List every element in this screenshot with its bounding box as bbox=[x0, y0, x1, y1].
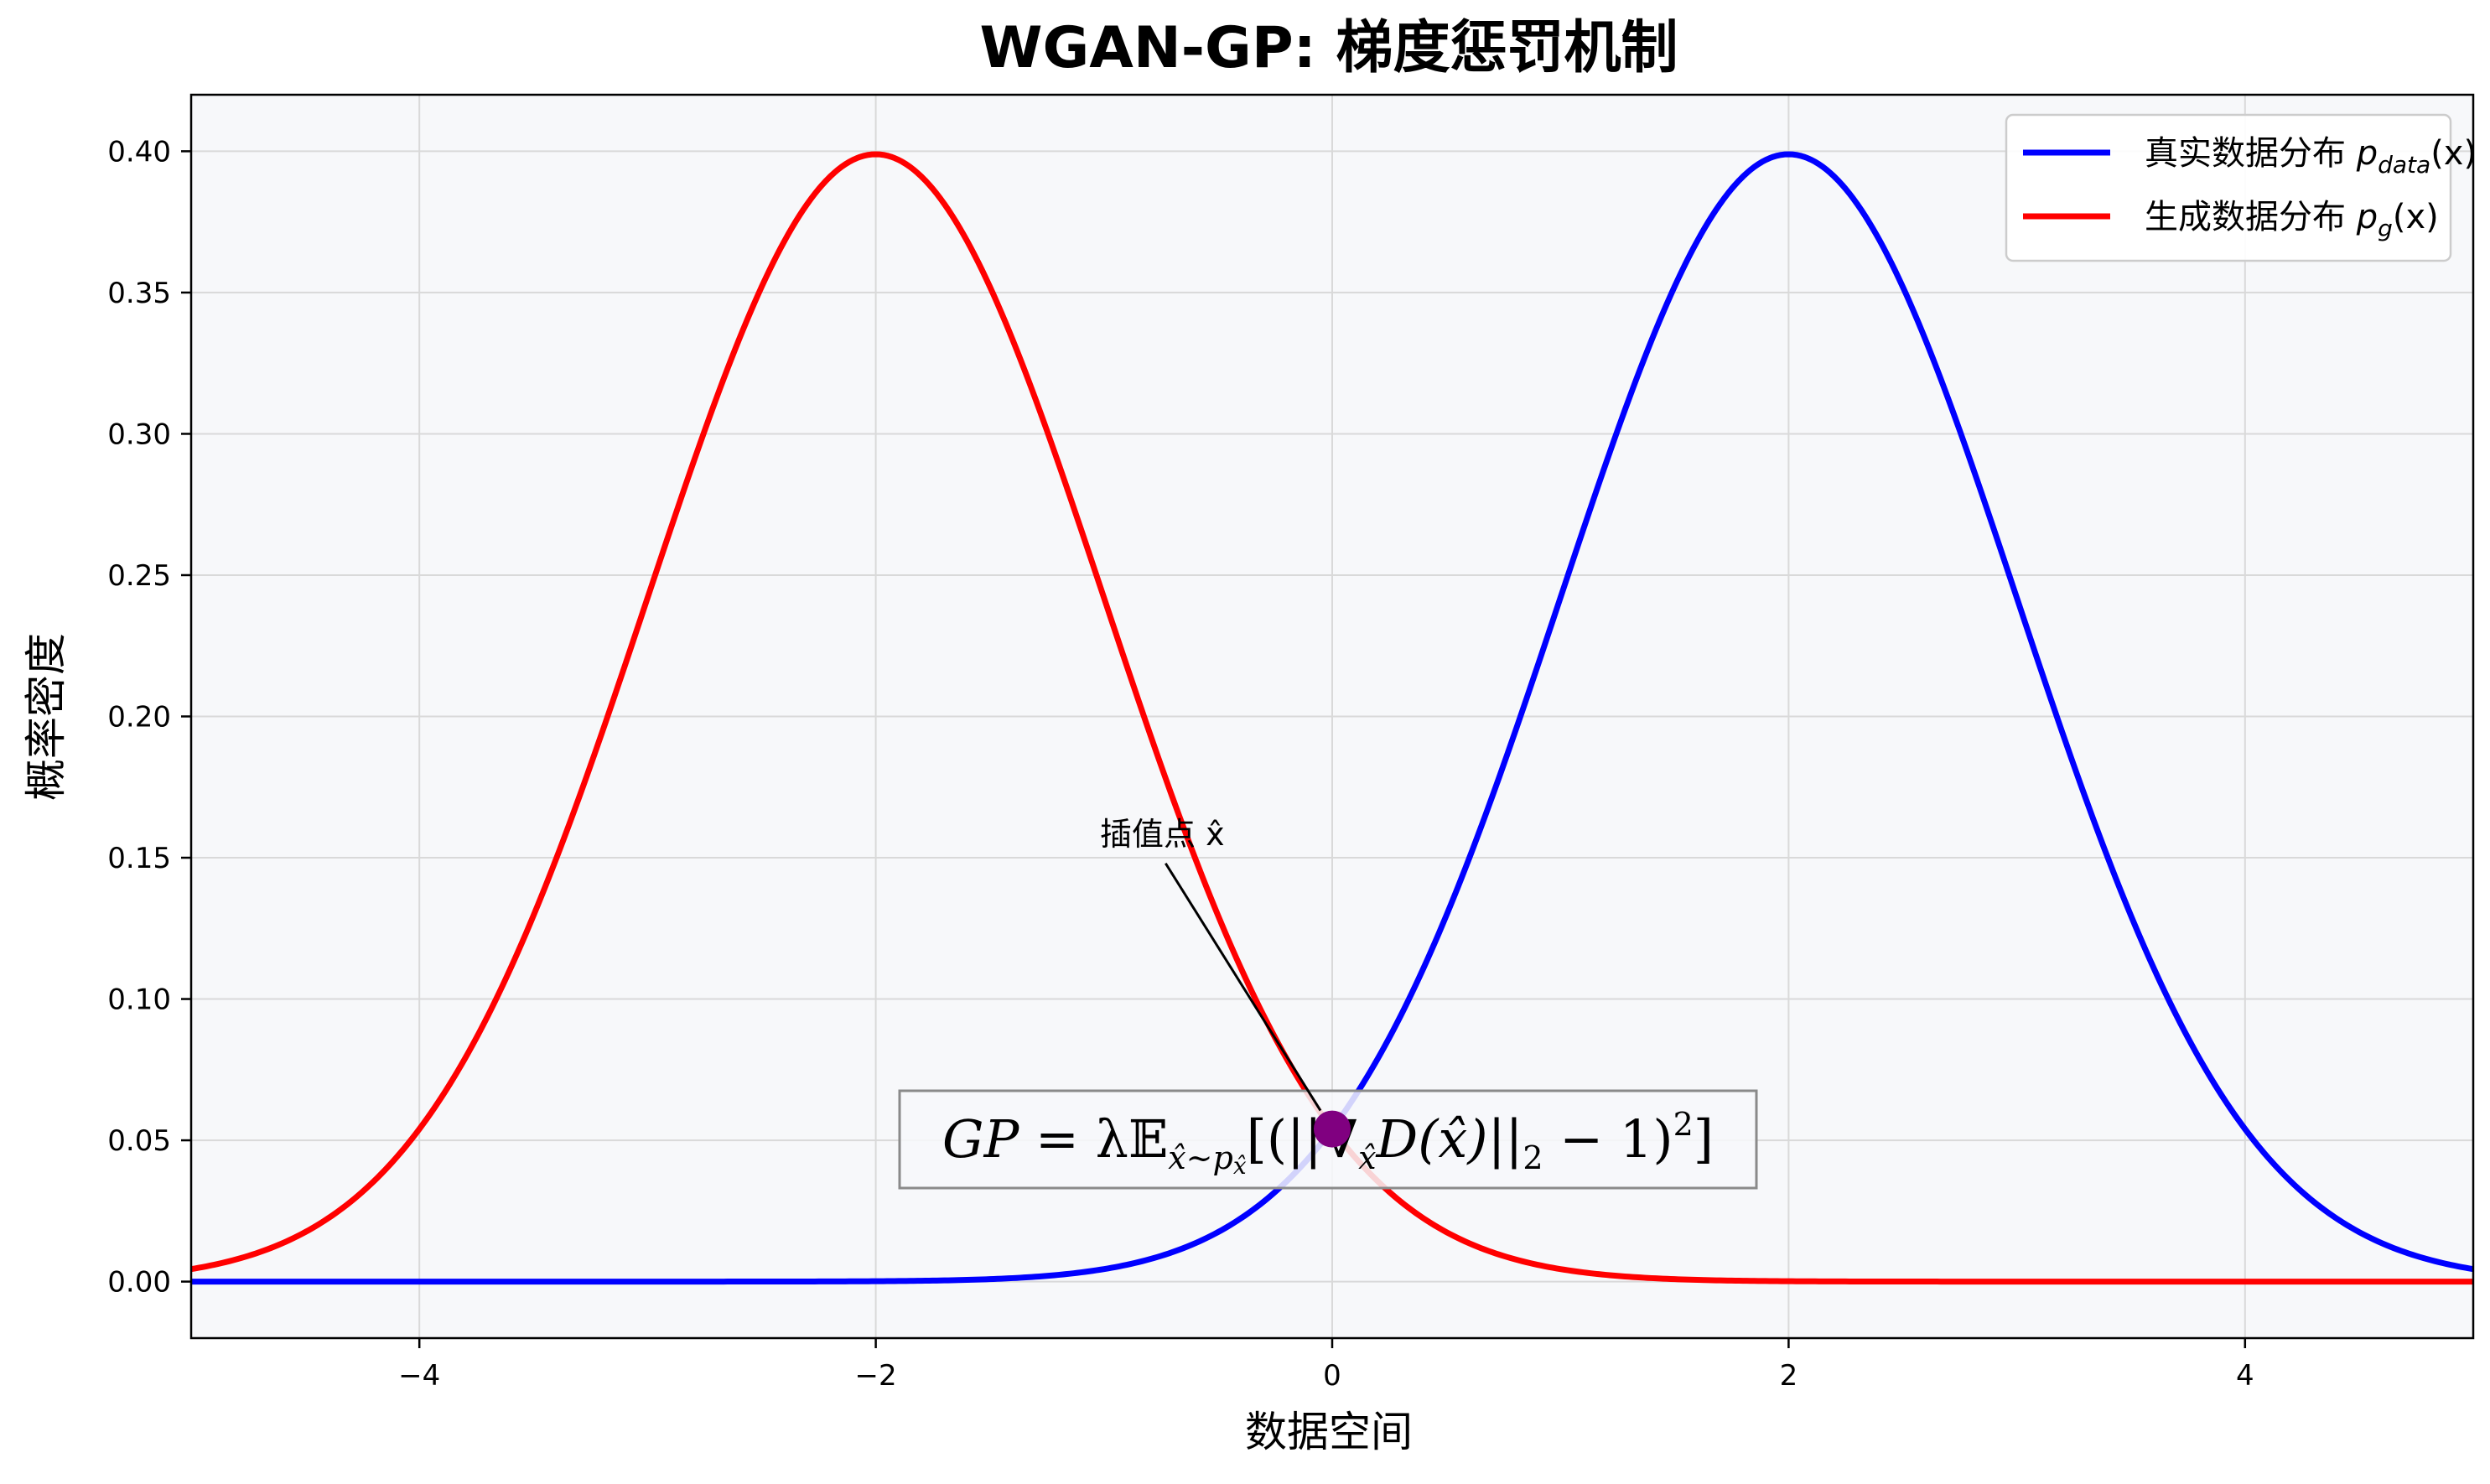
annotation: 插值点 x̂ bbox=[1100, 816, 1322, 1112]
annotation-arrow bbox=[1165, 862, 1322, 1112]
y-tick-label: 0.15 bbox=[107, 842, 171, 875]
legend-label-real: 真实数据分布 pdata(x) bbox=[2145, 134, 2477, 179]
y-tick-label: 0.30 bbox=[107, 418, 171, 451]
grid bbox=[191, 95, 2473, 1338]
y-tick-label: 0.20 bbox=[107, 701, 171, 734]
x-tick-label: −4 bbox=[398, 1359, 440, 1393]
interpolation-point bbox=[1314, 1110, 1351, 1148]
y-tick-label: 0.25 bbox=[107, 559, 171, 593]
x-tick-label: −2 bbox=[855, 1359, 897, 1393]
legend: 真实数据分布 pdata(x) 生成数据分布 pg(x) bbox=[2005, 113, 2477, 262]
y-axis-label: 概率密度 bbox=[22, 633, 70, 801]
chart-title: WGAN-GP: 梯度惩罚机制 bbox=[979, 15, 1678, 81]
y-tick-label: 0.35 bbox=[107, 277, 171, 310]
y-tick-label: 0.40 bbox=[107, 135, 171, 169]
y-tick-label: 0.00 bbox=[107, 1266, 171, 1300]
x-tick-label: 0 bbox=[1323, 1359, 1341, 1393]
formula-text: GP = λ𝔼x̂∼px̂[(||∇x̂D(x̂)||2 − 1)2] bbox=[942, 1106, 1714, 1180]
x-axis-label: 数据空间 bbox=[1245, 1408, 1413, 1456]
y-tick-label: 0.10 bbox=[107, 983, 171, 1017]
legend-frame bbox=[2005, 113, 2452, 262]
x-tick-label: 2 bbox=[1780, 1359, 1798, 1393]
ticks: −4 −2 0 2 4 0.00 0.05 0.10 0.15 0.20 0.25 0.30 0.35 0… bbox=[107, 135, 2254, 1393]
x-tick-label: 4 bbox=[2236, 1359, 2254, 1393]
annotation-label: 插值点 x̂ bbox=[1100, 816, 1225, 853]
legend-label-generated: 生成数据分布 pg(x) bbox=[2145, 198, 2439, 242]
y-tick-label: 0.05 bbox=[107, 1124, 171, 1158]
